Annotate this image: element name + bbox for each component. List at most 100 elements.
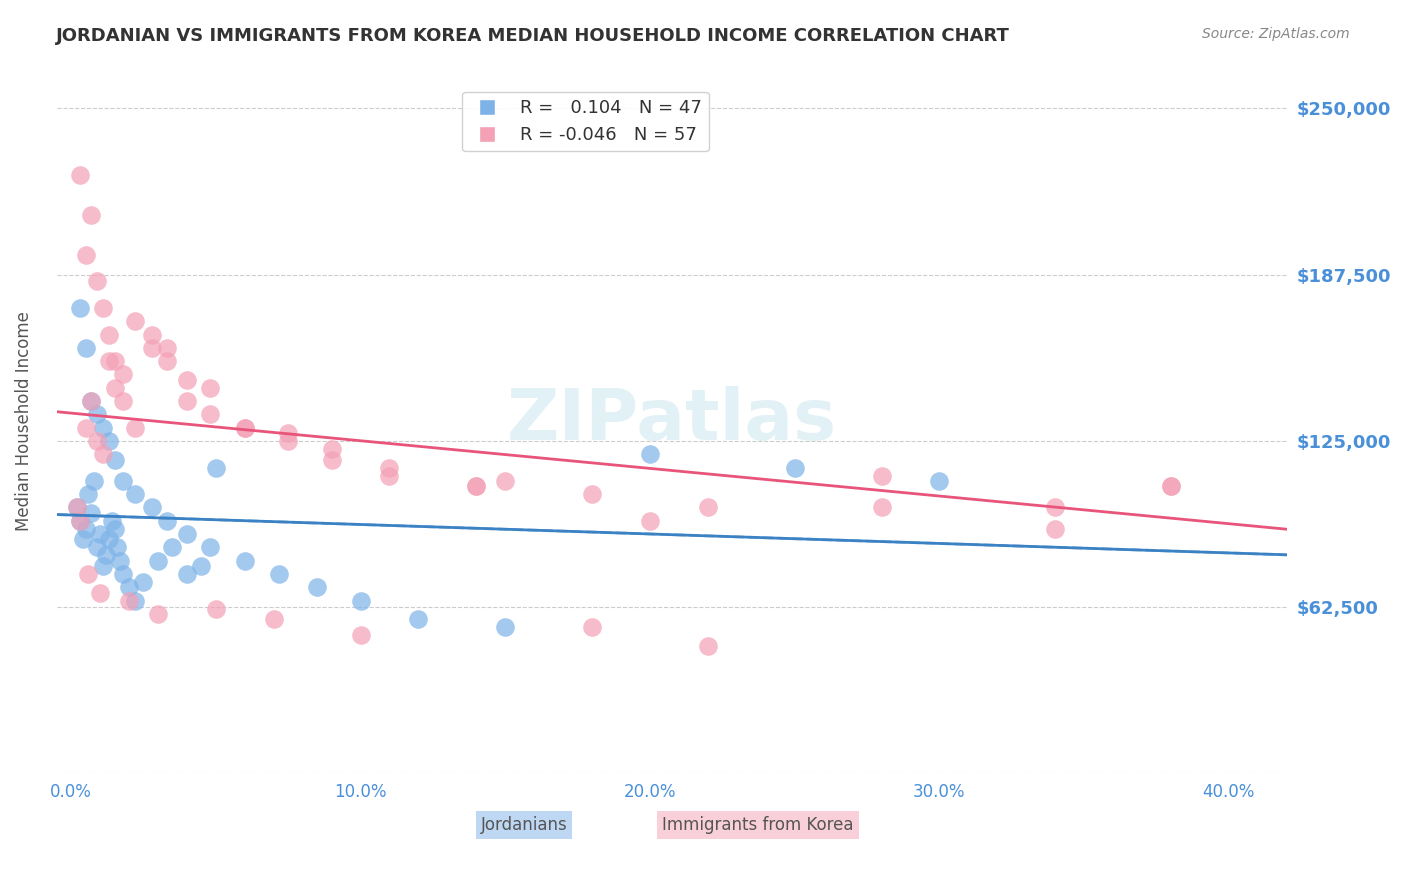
Immigrants from Korea: [378, 460, 401, 475]
Immigrants from Korea: [465, 479, 488, 493]
Jordanians: [86, 408, 108, 422]
Jordanians: [80, 394, 103, 409]
Immigrants from Korea: [97, 327, 120, 342]
Immigrants from Korea: [870, 468, 893, 483]
Immigrants from Korea: [321, 452, 343, 467]
Immigrants from Korea: [176, 394, 198, 409]
Jordanians: [75, 522, 97, 536]
Jordanians: [91, 420, 114, 434]
Immigrants from Korea: [75, 248, 97, 262]
Jordanians: [494, 620, 516, 634]
Jordanians: [638, 447, 661, 461]
Immigrants from Korea: [321, 442, 343, 456]
Text: Source: ZipAtlas.com: Source: ZipAtlas.com: [1202, 27, 1350, 41]
Immigrants from Korea: [176, 373, 198, 387]
Immigrants from Korea: [155, 341, 177, 355]
Jordanians: [118, 580, 141, 594]
Immigrants from Korea: [103, 354, 125, 368]
Immigrants from Korea: [124, 314, 146, 328]
Immigrants from Korea: [77, 566, 100, 581]
Jordanians: [269, 566, 291, 581]
Text: Jordanians: Jordanians: [481, 816, 568, 834]
Immigrants from Korea: [1160, 479, 1182, 493]
Immigrants from Korea: [69, 168, 91, 182]
Immigrants from Korea: [80, 394, 103, 409]
Immigrants from Korea: [494, 474, 516, 488]
Jordanians: [124, 487, 146, 501]
Immigrants from Korea: [155, 354, 177, 368]
Jordanians: [110, 554, 132, 568]
Jordanians: [72, 533, 94, 547]
Jordanians: [146, 554, 169, 568]
Immigrants from Korea: [198, 381, 221, 395]
Immigrants from Korea: [112, 368, 135, 382]
Immigrants from Korea: [696, 639, 718, 653]
Immigrants from Korea: [233, 420, 256, 434]
Immigrants from Korea: [91, 301, 114, 315]
Jordanians: [105, 541, 128, 555]
Immigrants from Korea: [277, 434, 299, 448]
Jordanians: [77, 487, 100, 501]
Immigrants from Korea: [80, 208, 103, 222]
Jordanians: [69, 301, 91, 315]
Immigrants from Korea: [86, 434, 108, 448]
Immigrants from Korea: [638, 514, 661, 528]
Immigrants from Korea: [112, 394, 135, 409]
Jordanians: [91, 558, 114, 573]
Immigrants from Korea: [233, 420, 256, 434]
Jordanians: [132, 574, 155, 589]
Immigrants from Korea: [378, 468, 401, 483]
Jordanians: [176, 566, 198, 581]
Jordanians: [349, 593, 371, 607]
Text: ZIPatlas: ZIPatlas: [506, 386, 837, 456]
Jordanians: [204, 460, 226, 475]
Jordanians: [103, 522, 125, 536]
Immigrants from Korea: [581, 487, 603, 501]
Immigrants from Korea: [263, 612, 285, 626]
Jordanians: [86, 541, 108, 555]
Immigrants from Korea: [141, 327, 163, 342]
Jordanians: [66, 500, 89, 515]
Immigrants from Korea: [118, 593, 141, 607]
Immigrants from Korea: [1045, 522, 1067, 536]
Jordanians: [97, 434, 120, 448]
Immigrants from Korea: [66, 500, 89, 515]
Immigrants from Korea: [141, 341, 163, 355]
Legend: R =   0.104   N = 47, R = -0.046   N = 57: R = 0.104 N = 47, R = -0.046 N = 57: [463, 92, 709, 151]
Jordanians: [89, 527, 111, 541]
Immigrants from Korea: [277, 425, 299, 440]
Jordanians: [162, 541, 184, 555]
Jordanians: [307, 580, 329, 594]
Jordanians: [103, 452, 125, 467]
Immigrants from Korea: [103, 381, 125, 395]
Immigrants from Korea: [581, 620, 603, 634]
Jordanians: [97, 533, 120, 547]
Jordanians: [69, 514, 91, 528]
Immigrants from Korea: [97, 354, 120, 368]
Text: JORDANIAN VS IMMIGRANTS FROM KOREA MEDIAN HOUSEHOLD INCOME CORRELATION CHART: JORDANIAN VS IMMIGRANTS FROM KOREA MEDIA…: [56, 27, 1010, 45]
Immigrants from Korea: [75, 420, 97, 434]
Immigrants from Korea: [146, 607, 169, 621]
Jordanians: [783, 460, 806, 475]
Jordanians: [75, 341, 97, 355]
Immigrants from Korea: [1160, 479, 1182, 493]
Jordanians: [176, 527, 198, 541]
Immigrants from Korea: [124, 420, 146, 434]
Jordanians: [928, 474, 950, 488]
Immigrants from Korea: [696, 500, 718, 515]
Jordanians: [124, 593, 146, 607]
Immigrants from Korea: [91, 447, 114, 461]
Jordanians: [198, 541, 221, 555]
Jordanians: [190, 558, 212, 573]
Jordanians: [83, 474, 105, 488]
Jordanians: [408, 612, 430, 626]
Jordanians: [155, 514, 177, 528]
Jordanians: [100, 514, 122, 528]
Immigrants from Korea: [69, 514, 91, 528]
Immigrants from Korea: [86, 274, 108, 288]
Jordanians: [112, 474, 135, 488]
Jordanians: [80, 506, 103, 520]
Jordanians: [94, 549, 117, 563]
Immigrants from Korea: [465, 479, 488, 493]
Jordanians: [141, 500, 163, 515]
